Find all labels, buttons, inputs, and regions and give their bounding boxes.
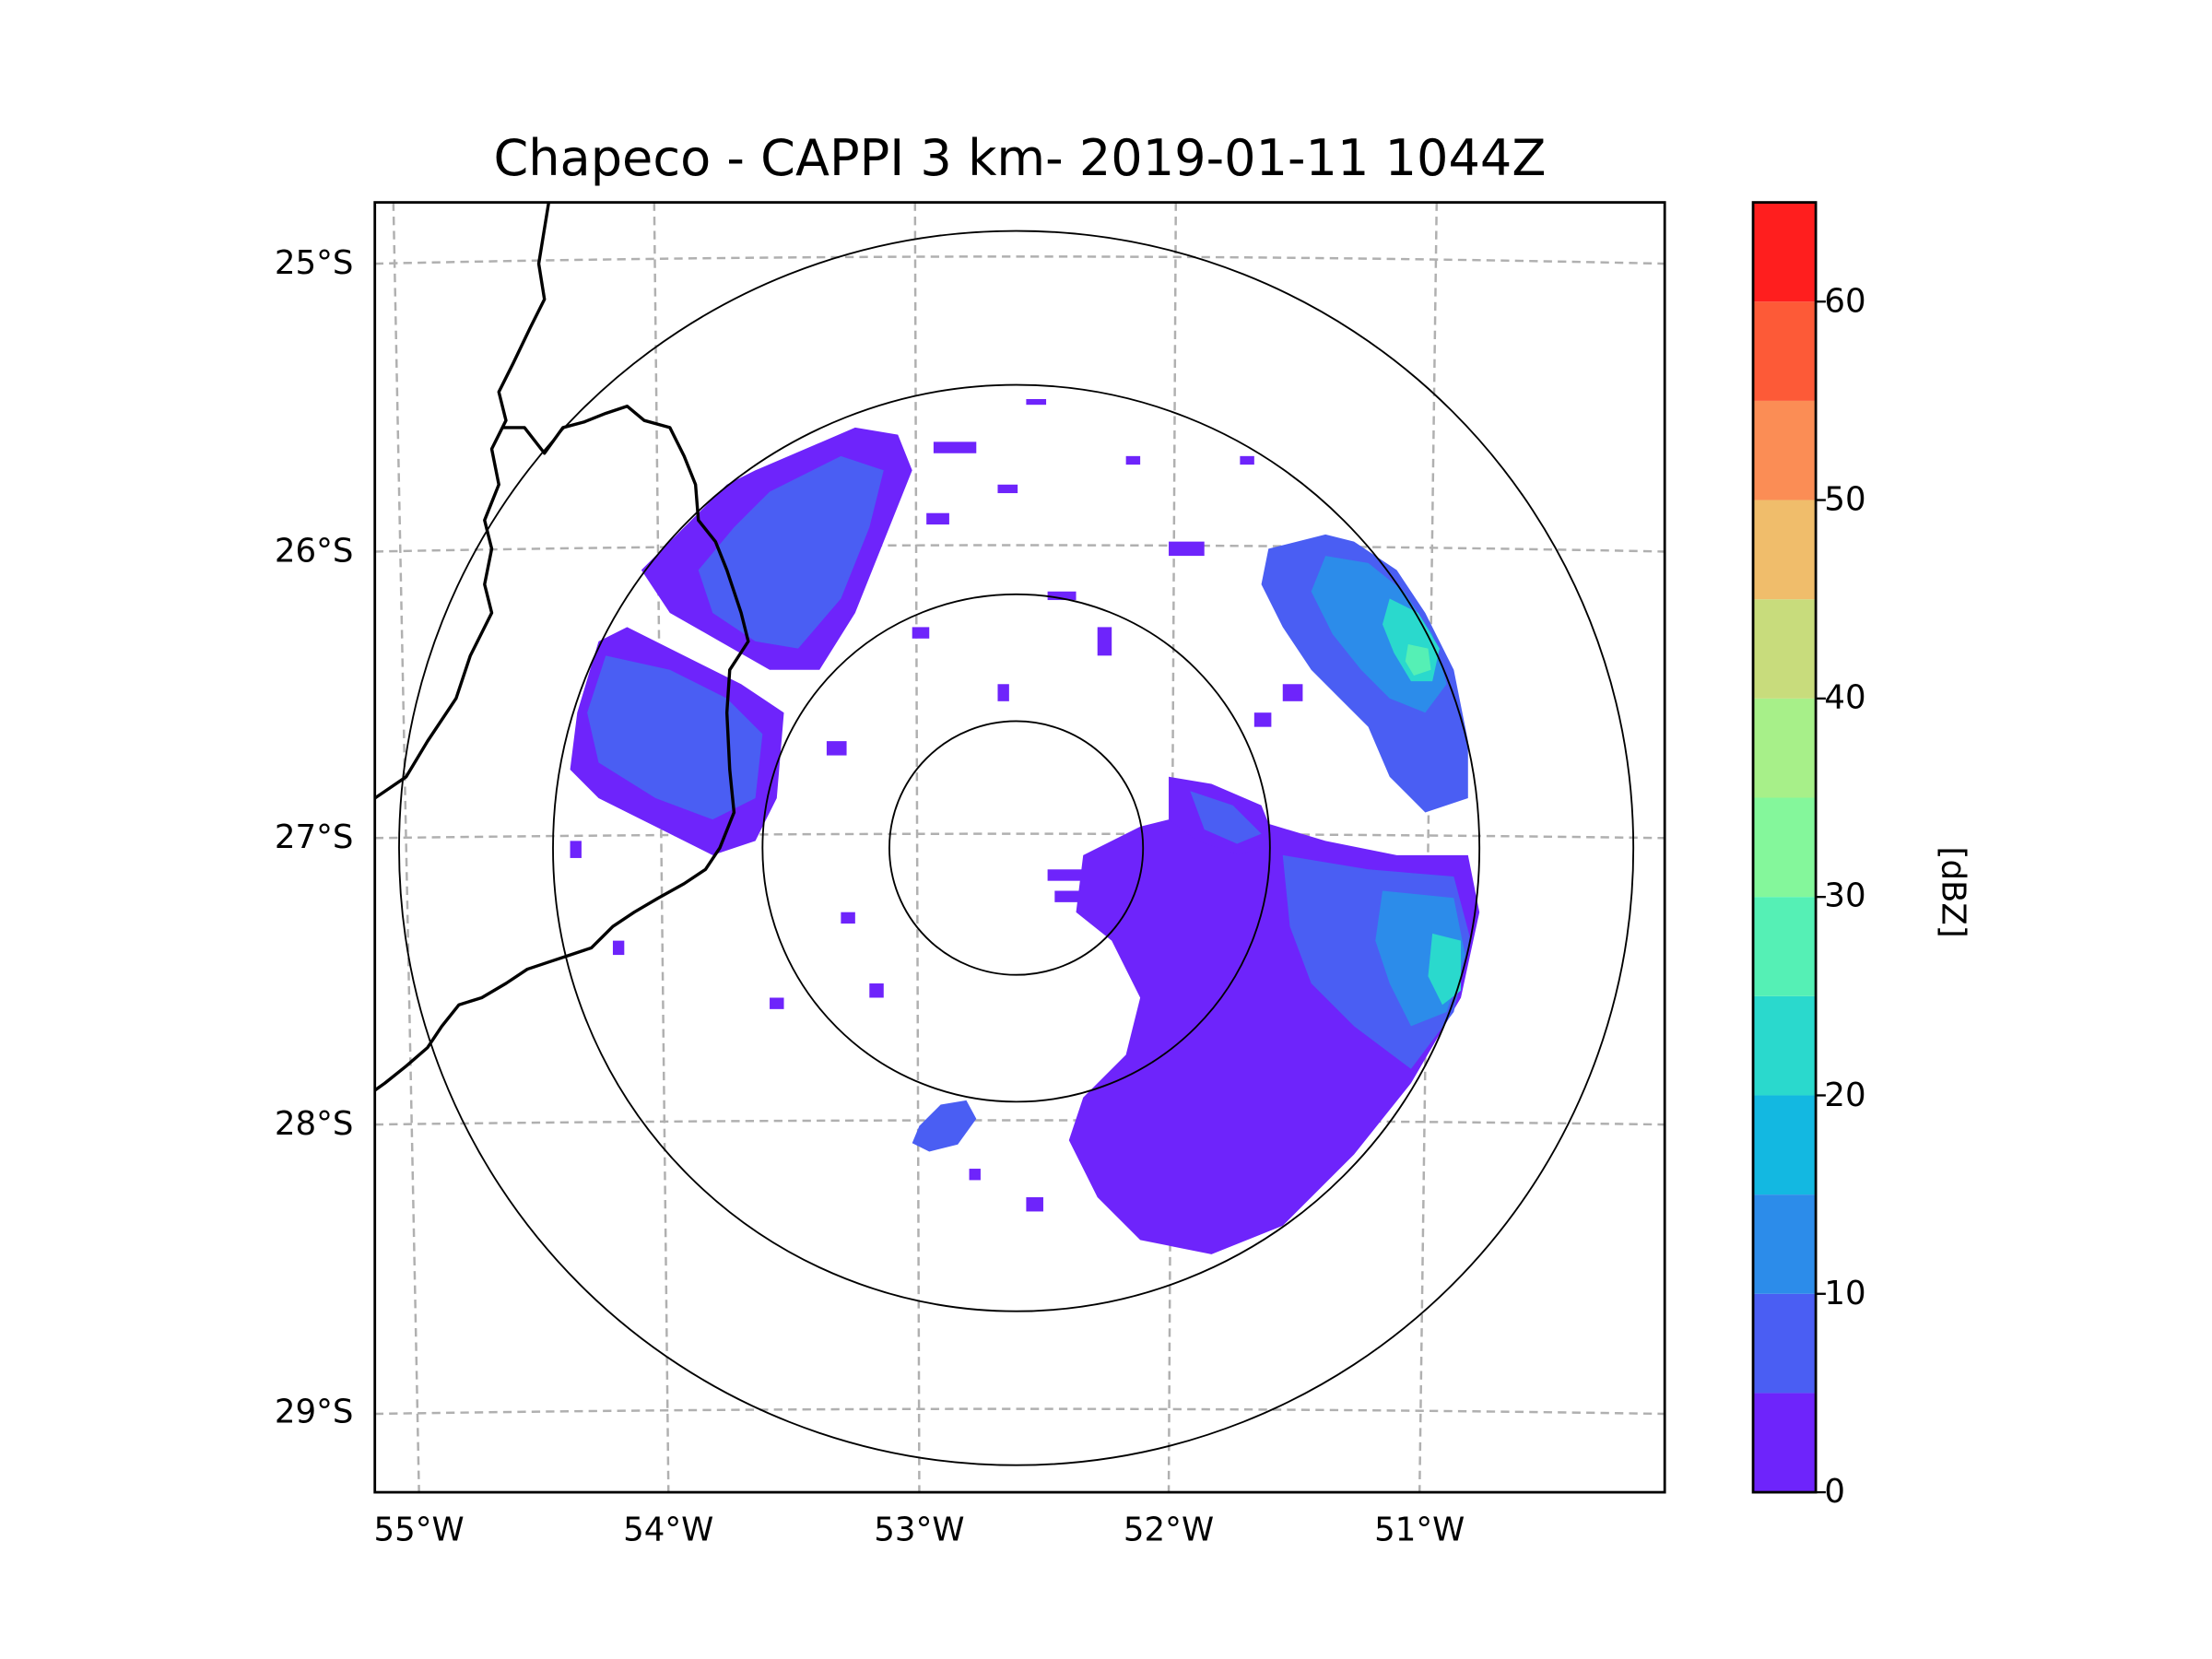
gridline-lat-29 — [374, 1407, 1665, 1416]
colorbar-segment — [1753, 301, 1817, 401]
map-area — [374, 202, 1665, 1493]
echo-east-cell-strongest — [1405, 643, 1431, 676]
colorbar-frame — [1751, 201, 1818, 1494]
range-rings — [398, 229, 1635, 1466]
echo-fragments — [570, 398, 1303, 1212]
range-ring-2 — [761, 593, 1271, 1103]
range-ring-3 — [552, 383, 1481, 1312]
boundaries — [374, 202, 750, 1092]
echo-mid-east-cell-light — [1190, 791, 1262, 844]
colorbar-segment — [1753, 1194, 1817, 1294]
colorbar-segment — [1753, 797, 1817, 898]
colorbar — [1751, 201, 1826, 1494]
radar-echoes — [570, 398, 1480, 1254]
border-argentina-brazil — [374, 405, 750, 1092]
colorbar-segment — [1753, 1393, 1817, 1493]
lat-label-28: 28°S — [274, 1106, 354, 1144]
colorbar-tick-label: 60 — [1824, 283, 1866, 321]
echo-northwest-band-light — [698, 455, 884, 649]
colorbar-segments — [1753, 202, 1817, 1493]
lon-label-53: 53°W — [874, 1512, 965, 1549]
colorbar-tick-label: 40 — [1824, 679, 1866, 717]
colorbar-segment — [1753, 1293, 1817, 1394]
colorbar-tick-label: 50 — [1824, 481, 1866, 519]
gridline-lon-53 — [913, 202, 921, 1493]
colorbar-segment — [1753, 599, 1817, 699]
plot-title: Chapeco - CAPPI 3 km- 2019-01-11 1044Z — [493, 131, 1547, 189]
gridline-lat-26 — [374, 544, 1665, 553]
gridline-lon-54 — [653, 202, 670, 1493]
lon-label-54: 54°W — [623, 1512, 714, 1549]
gridline-lon-55 — [392, 202, 420, 1493]
gridline-lon-51 — [1418, 202, 1439, 1493]
colorbar-ticks — [1816, 300, 1826, 1494]
colorbar-tick-label: 20 — [1824, 1077, 1866, 1114]
map-frame — [373, 201, 1666, 1494]
gridline-lat-28 — [374, 1119, 1665, 1126]
colorbar-tick-label: 30 — [1824, 878, 1866, 916]
colorbar-tick-label: 10 — [1824, 1275, 1866, 1312]
colorbar-segment — [1753, 400, 1817, 500]
range-ring-1 — [888, 720, 1145, 976]
lon-label-51: 51°W — [1374, 1512, 1465, 1549]
echo-southeast-strong — [1428, 933, 1462, 1006]
gridline-lat-25 — [374, 255, 1665, 265]
colorbar-segment — [1753, 1095, 1817, 1195]
colorbar-title: [dBZ] — [1934, 846, 1971, 938]
range-ring-4 — [398, 229, 1635, 1466]
lat-label-29: 29°S — [274, 1394, 354, 1431]
lon-label-55: 55°W — [373, 1512, 465, 1549]
colorbar-segment — [1753, 995, 1817, 1096]
lon-label-52: 52°W — [1123, 1512, 1215, 1549]
colorbar-segment — [1753, 698, 1817, 798]
gridlines — [374, 202, 1665, 1493]
colorbar-segment — [1753, 500, 1817, 600]
lat-label-26: 26°S — [274, 533, 354, 571]
gridline-lat-27 — [374, 832, 1665, 840]
colorbar-segment — [1753, 202, 1817, 302]
echo-west-band-light — [587, 655, 763, 820]
lat-label-25: 25°S — [274, 244, 354, 283]
colorbar-tick-label: 0 — [1824, 1473, 1846, 1512]
lat-label-27: 27°S — [274, 819, 354, 857]
echo-southwest-small — [912, 1100, 977, 1152]
border-paraguay-argentina — [374, 202, 551, 800]
colorbar-segment — [1753, 897, 1817, 996]
